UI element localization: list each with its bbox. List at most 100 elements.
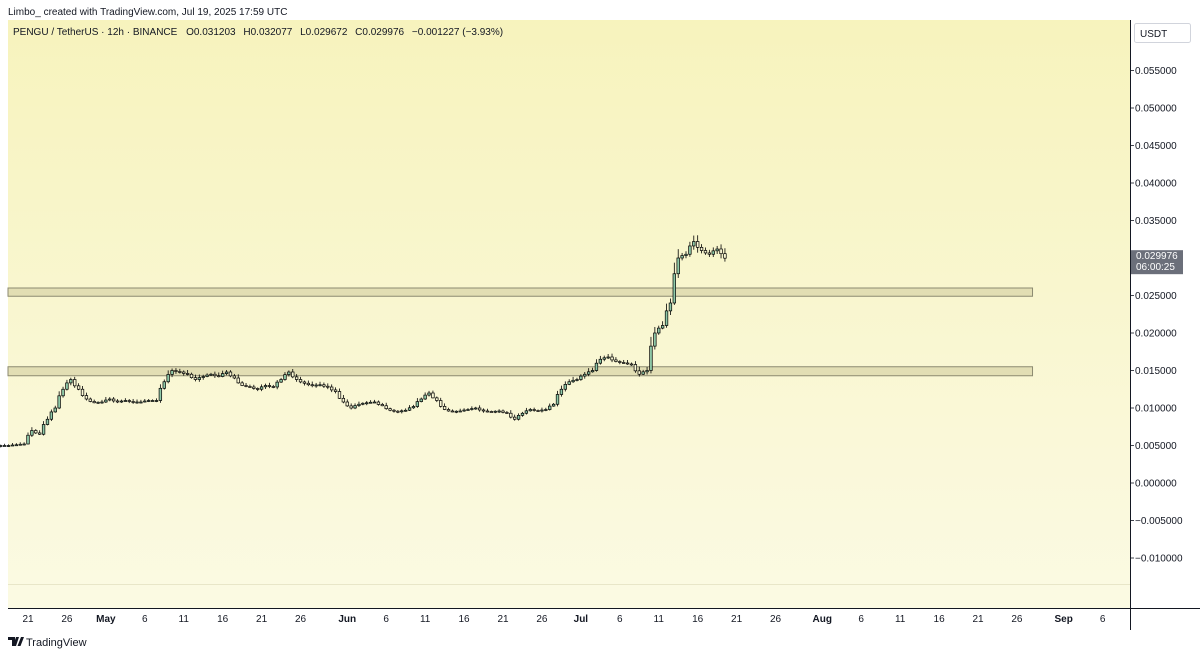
candle-body-down xyxy=(337,391,342,399)
time-tick-label: 21 xyxy=(256,614,268,625)
candle xyxy=(520,411,525,417)
currency-badge-box[interactable] xyxy=(1134,23,1191,43)
candle xyxy=(80,386,85,397)
candle-body-down xyxy=(306,382,310,386)
candle-body-down xyxy=(501,410,505,413)
time-tick-label: 26 xyxy=(536,614,548,625)
candle-body-down xyxy=(302,381,307,384)
candle-body-up xyxy=(555,394,560,405)
candle xyxy=(361,402,365,406)
candle xyxy=(645,366,649,375)
candle xyxy=(135,399,139,404)
candle xyxy=(333,387,338,394)
candle-body-up xyxy=(147,400,151,402)
candle xyxy=(524,407,529,415)
price-scale-background xyxy=(1130,20,1200,608)
candle-body-down xyxy=(115,400,120,403)
candle-body-down xyxy=(439,400,443,407)
candle-body-up xyxy=(6,445,11,447)
candle-body-up xyxy=(427,392,431,396)
candle-body-up xyxy=(688,245,692,255)
candle xyxy=(123,398,127,402)
candle-body-up xyxy=(57,395,61,409)
candle xyxy=(76,383,81,391)
candle-body-up xyxy=(649,345,653,371)
time-tick-label: 11 xyxy=(420,614,431,625)
candle-body-down xyxy=(291,371,295,378)
candle-body-up xyxy=(0,445,3,447)
candle xyxy=(127,399,131,404)
candle-body-down xyxy=(477,407,482,411)
candle-body-up xyxy=(45,418,50,425)
candle-body-down xyxy=(330,386,334,391)
candle xyxy=(629,362,634,366)
candle-body-down xyxy=(481,409,486,412)
candle-body-up xyxy=(497,410,501,413)
candle-body-down xyxy=(489,411,493,413)
candle xyxy=(302,380,307,386)
candle-body-up xyxy=(423,394,427,400)
candle xyxy=(201,374,205,380)
candle-body-up xyxy=(551,403,556,407)
candle-body-up xyxy=(528,409,532,412)
candle xyxy=(407,405,412,411)
candle xyxy=(711,247,715,258)
candle xyxy=(287,370,291,377)
candle-body-down xyxy=(707,252,712,255)
zone-1[interactable] xyxy=(7,287,1034,297)
candle xyxy=(263,383,268,390)
candle xyxy=(170,368,174,378)
candle xyxy=(660,321,665,330)
time-tick-label: 21 xyxy=(497,614,509,625)
legend-open-label: O xyxy=(186,27,194,38)
zone-2[interactable] xyxy=(7,366,1034,377)
last-price-value: 0.029976 xyxy=(1136,251,1178,262)
time-tick-label: 11 xyxy=(654,614,665,625)
candle-body-up xyxy=(135,401,139,404)
candle xyxy=(345,399,349,407)
candle-body-up xyxy=(197,377,201,380)
candle-body-up xyxy=(594,362,599,371)
time-tick-label: 16 xyxy=(934,614,946,625)
legend-close: 0.029976 xyxy=(362,27,404,38)
candle-body-up xyxy=(415,401,419,407)
price-axis[interactable]: 0.055000 0.050000 0.045000 0.040000 0.035000… xyxy=(1130,66,1183,565)
candle-body-up xyxy=(119,400,124,403)
candle-body-down xyxy=(256,388,260,390)
tradingview-logo[interactable]: TradingView xyxy=(8,637,87,649)
candle xyxy=(92,399,96,404)
candle xyxy=(189,372,194,379)
price-tick-label: 0.000000 xyxy=(1135,479,1177,490)
candle xyxy=(295,374,299,382)
watermark-text: Limbo_ created with TradingView.com, Jul… xyxy=(8,7,287,18)
candle-body-up xyxy=(548,405,552,410)
currency-badge[interactable]: USDT xyxy=(1140,29,1167,40)
candle xyxy=(49,409,54,422)
legend-low: 0.029672 xyxy=(306,27,348,38)
candle xyxy=(668,298,673,316)
candle-body-up xyxy=(404,409,408,412)
candle xyxy=(516,413,521,421)
candle xyxy=(41,421,46,436)
last-price-tag: 0.029976 06:00:25 xyxy=(1131,250,1183,275)
candle xyxy=(587,368,591,377)
time-axis[interactable]: 21 26 May 6 11 16 21 26 Jun 6 11 16 21 26 Jul 6 11 16 21 26… xyxy=(22,614,1105,625)
candle xyxy=(298,376,303,384)
last-price-tag-box xyxy=(1131,250,1183,275)
candle-body-down xyxy=(228,371,233,377)
candle-body-down xyxy=(127,400,131,402)
legend-high-label: H xyxy=(243,27,250,38)
candle-body-up xyxy=(571,379,575,383)
candle-body-up xyxy=(454,410,458,413)
zones-layer xyxy=(7,287,1034,377)
time-tick-label: Jun xyxy=(338,614,356,625)
candle-body-down xyxy=(610,356,614,361)
candle xyxy=(528,407,532,412)
candle-body-up xyxy=(641,371,645,375)
candle-body-up xyxy=(30,430,34,436)
candle-body-up xyxy=(590,370,595,373)
legend-low-label: L xyxy=(300,27,306,38)
candle xyxy=(477,405,482,412)
candle xyxy=(209,372,213,376)
